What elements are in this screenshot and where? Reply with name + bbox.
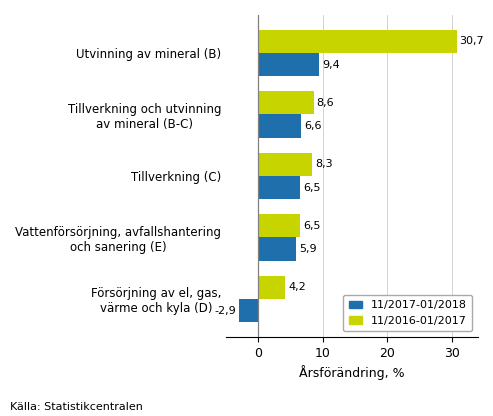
Text: 8,6: 8,6 — [317, 98, 334, 108]
Text: 8,3: 8,3 — [315, 159, 332, 169]
Text: -2,9: -2,9 — [215, 306, 237, 316]
Bar — [258, 176, 300, 199]
Bar — [258, 238, 296, 261]
Text: 30,7: 30,7 — [459, 36, 484, 46]
Text: 6,5: 6,5 — [303, 221, 320, 231]
Bar — [258, 30, 457, 53]
Bar — [258, 91, 314, 114]
Bar — [258, 114, 301, 138]
Text: 4,2: 4,2 — [288, 282, 306, 292]
Bar — [258, 53, 319, 77]
X-axis label: Årsförändring, %: Årsförändring, % — [299, 365, 405, 380]
Legend: 11/2017-01/2018, 11/2016-01/2017: 11/2017-01/2018, 11/2016-01/2017 — [343, 295, 472, 332]
Text: 5,9: 5,9 — [299, 244, 317, 254]
Bar — [258, 214, 300, 238]
Bar — [258, 275, 285, 299]
Text: 6,5: 6,5 — [303, 183, 320, 193]
Text: 6,6: 6,6 — [304, 121, 321, 131]
Bar — [240, 299, 258, 322]
Text: 9,4: 9,4 — [322, 59, 340, 70]
Text: Källa: Statistikcentralen: Källa: Statistikcentralen — [10, 402, 143, 412]
Bar — [258, 153, 312, 176]
